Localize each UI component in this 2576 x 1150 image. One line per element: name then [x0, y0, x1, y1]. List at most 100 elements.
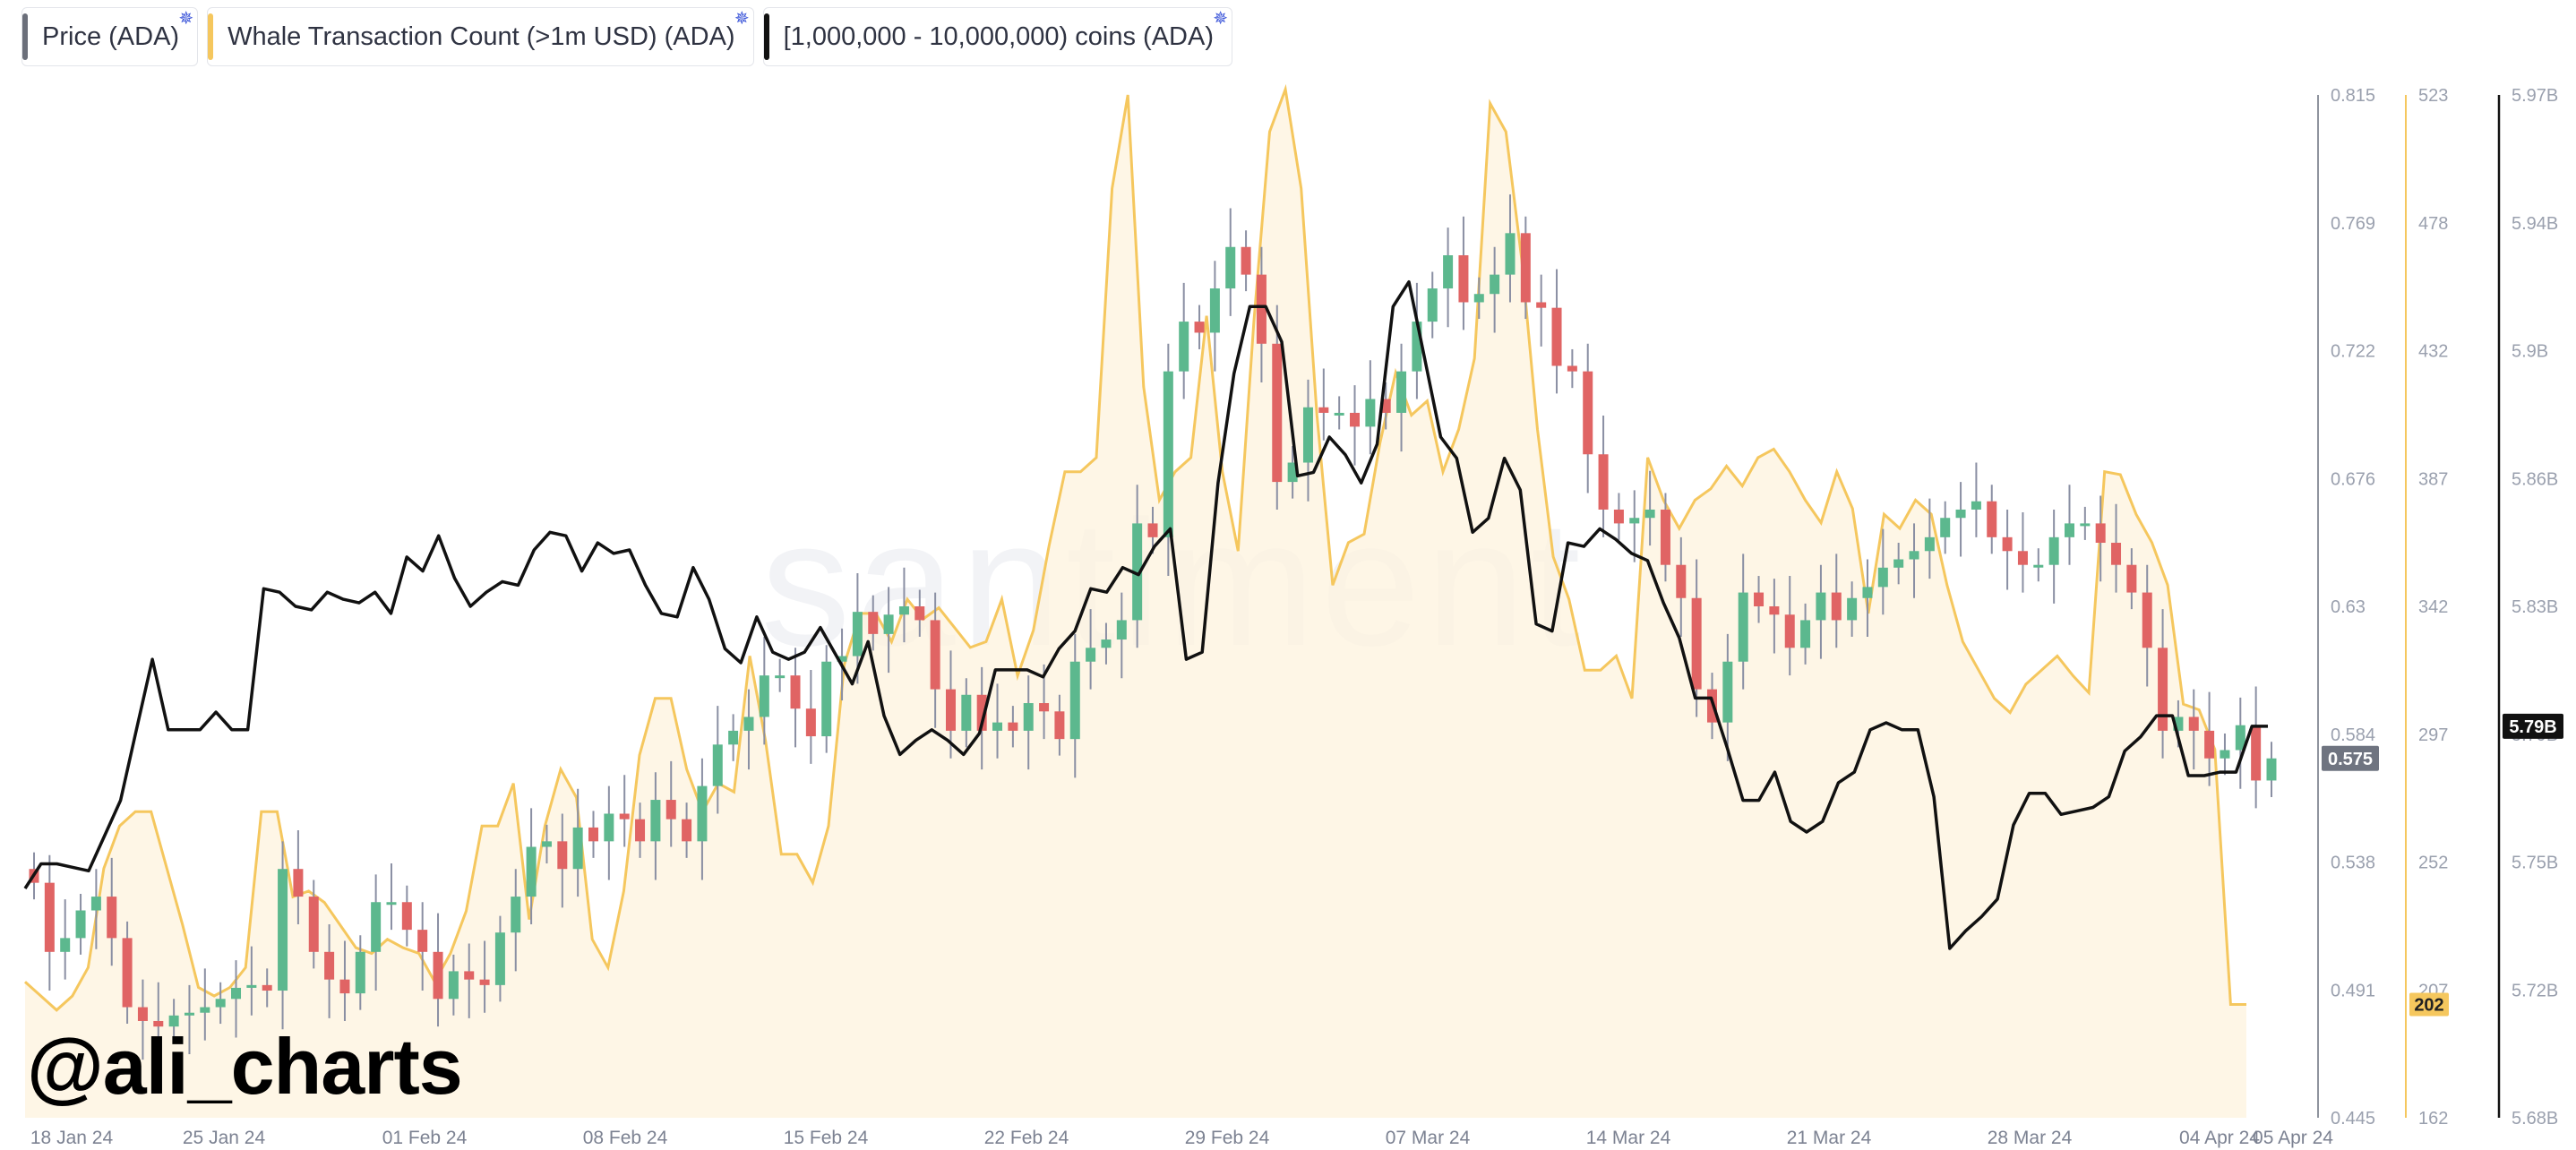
price-candle — [2204, 730, 2215, 759]
price-candle — [2080, 523, 2091, 527]
price-candle — [168, 1015, 179, 1027]
price-candle — [976, 694, 987, 731]
price-candle — [759, 675, 769, 717]
price-candle — [278, 869, 288, 991]
price-candle — [200, 1007, 210, 1013]
price-candle — [2220, 750, 2230, 759]
price-candle — [588, 827, 598, 842]
price-candle — [2017, 551, 2028, 565]
price-candle — [448, 971, 459, 1000]
price-tick-label: 0.538 — [2331, 854, 2375, 873]
legend-item[interactable]: [1,000,000 - 10,000,000) coins (ADA) ✵ — [762, 7, 1232, 66]
price-candle — [90, 897, 101, 911]
price-candle — [1738, 592, 1748, 662]
price-candle — [712, 744, 723, 786]
whale-tick-label: 523 — [2418, 86, 2448, 106]
price-candle — [371, 902, 382, 952]
price-candle — [945, 689, 956, 731]
price-candle — [635, 819, 646, 842]
price-candle — [852, 612, 863, 657]
price-candle — [262, 984, 272, 991]
price-candle — [805, 708, 816, 737]
price-candle — [479, 979, 490, 985]
price-candle — [1443, 255, 1454, 289]
price-candle — [1086, 648, 1096, 662]
price-candle — [1784, 614, 1795, 648]
price-candle — [619, 813, 630, 820]
price-current-badge — [2322, 745, 2379, 771]
whale-tick-label: 252 — [2418, 854, 2448, 873]
holders-tick-label: 5.83B — [2512, 597, 2558, 617]
x-tick-label: 25 Jan 24 — [183, 1128, 266, 1148]
price-candle — [604, 813, 614, 842]
whale-current-badge — [2409, 992, 2449, 1017]
price-candle — [433, 951, 443, 1000]
whale-tick-label: 432 — [2418, 342, 2448, 362]
price-candle — [1924, 536, 1935, 552]
price-candle — [1909, 551, 1919, 560]
price-candle — [1831, 592, 1842, 621]
price-candle — [557, 841, 568, 870]
price-candle — [1551, 307, 1562, 366]
x-tick-label: 28 Mar 24 — [1988, 1128, 2073, 1148]
price-candle — [1116, 620, 1127, 640]
whale-tick-label: 387 — [2418, 469, 2448, 489]
price-candle — [1365, 399, 1376, 427]
price-candle — [1101, 639, 1112, 648]
price-candle — [2002, 536, 2013, 552]
x-tick-label: 01 Feb 24 — [382, 1128, 468, 1148]
price-candle — [339, 979, 350, 994]
price-candle — [1473, 294, 1484, 303]
x-tick-label: 22 Feb 24 — [984, 1128, 1069, 1148]
legend-label: Price (ADA) — [42, 21, 180, 51]
price-candle — [1800, 620, 1811, 648]
price-candle — [821, 661, 832, 737]
price-candle — [541, 841, 552, 847]
price-candle — [494, 932, 505, 985]
price-candle — [1194, 322, 1205, 333]
price-candle — [2048, 536, 2059, 565]
price-candle — [1147, 523, 1158, 537]
price-candle — [1862, 587, 1873, 598]
cardano-icon: ✵ — [178, 9, 194, 29]
price-candle — [1583, 371, 1593, 455]
price-candle — [1458, 255, 1469, 303]
price-candle — [743, 717, 754, 731]
price-candle — [665, 800, 676, 820]
price-candle — [215, 999, 226, 1008]
price-tick-label: 0.584 — [2331, 725, 2375, 745]
price-candle — [1302, 407, 1313, 463]
price-candle — [868, 612, 879, 634]
x-tick-label: 05 Apr 24 — [2253, 1128, 2333, 1148]
price-candle — [137, 1007, 148, 1021]
price-candle — [650, 800, 661, 842]
price-candle — [2251, 725, 2262, 781]
price-candle — [107, 897, 117, 939]
price-candles-layer — [29, 194, 2277, 1060]
price-candle — [790, 675, 801, 709]
legend-swatch — [22, 13, 28, 60]
price-candle — [898, 606, 909, 615]
price-candle — [1241, 246, 1251, 275]
price-candle — [1955, 509, 1966, 519]
price-candle — [572, 827, 583, 870]
price-candle — [682, 819, 692, 842]
price-candle — [1691, 597, 1702, 690]
axes-layer: 0.815 523 5.97B 0.769 478 5.94B 0.722 432 5.9B 0.… — [30, 86, 2563, 1148]
price-candle — [2064, 523, 2074, 537]
holders-tick-label: 5.97B — [2512, 86, 2558, 106]
price-candle — [2142, 592, 2152, 648]
price-candle — [1054, 711, 1065, 740]
price-candle — [1427, 288, 1438, 322]
price-candle — [44, 882, 55, 952]
price-candle — [2033, 564, 2044, 568]
price-candle — [1520, 233, 1531, 303]
legend-item[interactable]: Whale Transaction Count (>1m USD) (ADA) ✵ — [207, 7, 754, 66]
x-tick-label: 04 Apr 24 — [2179, 1128, 2260, 1148]
holders-tick-label: 5.9B — [2512, 342, 2548, 362]
legend-item[interactable]: Price (ADA) ✵ — [21, 7, 199, 66]
price-candle — [1350, 412, 1361, 427]
holders-tick-label: 5.86B — [2512, 469, 2558, 489]
whale-line — [23, 83, 2246, 1012]
